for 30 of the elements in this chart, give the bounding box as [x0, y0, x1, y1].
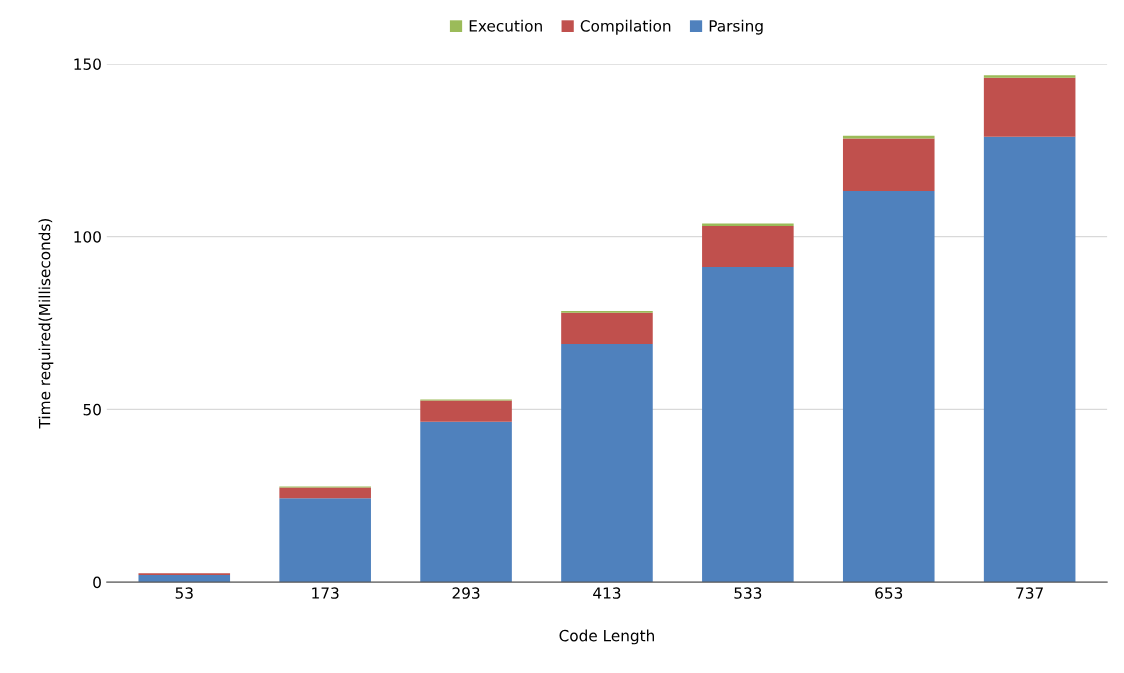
bar [279, 487, 371, 499]
bar [420, 421, 512, 583]
bar [842, 135, 935, 139]
y-tick-label: 50 [83, 403, 101, 416]
bar [983, 136, 1076, 583]
legend-label: Execution [469, 19, 542, 32]
x-axis-title: Code Length [559, 629, 654, 645]
legend-label: Parsing [709, 19, 763, 35]
bar [702, 267, 794, 583]
legend-label: Compilation [580, 19, 671, 35]
x-tick-label: 173 [312, 587, 339, 599]
bar [561, 344, 653, 583]
y-tick-label: 150 [74, 58, 101, 70]
bar [842, 191, 935, 583]
bar [983, 77, 1076, 137]
x-tick-label: 53 [175, 587, 193, 599]
x-tick-label: 413 [593, 587, 621, 599]
bar [561, 312, 653, 345]
y-tick-label: 100 [74, 231, 101, 243]
x-tick-label: 737 [1016, 587, 1043, 599]
bar [702, 225, 794, 268]
bar [420, 400, 512, 422]
x-tick-label: 293 [452, 587, 480, 599]
y-axis-title: Time required(Milliseconds) [38, 218, 54, 429]
bar [983, 75, 1076, 78]
y-tick-label: 0 [93, 576, 101, 589]
bar [842, 138, 935, 192]
x-tick-label: 533 [734, 587, 762, 599]
bar [279, 498, 371, 583]
x-tick-label: 653 [875, 587, 903, 599]
